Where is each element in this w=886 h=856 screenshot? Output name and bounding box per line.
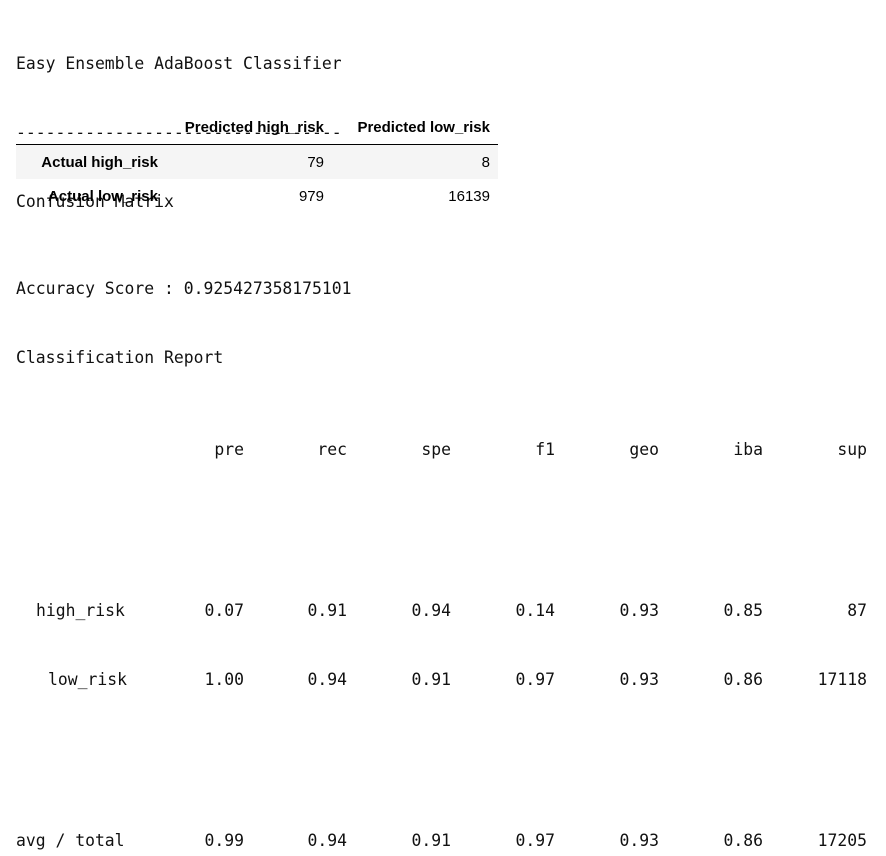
table-cell: 979 (298, 187, 324, 205)
accuracy-score-line: Accuracy Score : 0.925427358175101 (16, 279, 352, 298)
report-col-header: sup (837, 440, 867, 459)
confusion-matrix-heading: Confusion Matrix (16, 192, 174, 211)
report-cell: 0.93 (619, 670, 659, 689)
index-header (16, 110, 166, 145)
report-row-high-risk: high_risk 0.07 0.91 0.94 0.14 0.93 0.85 … (16, 599, 876, 622)
report-cell: 0.97 (515, 670, 555, 689)
report-cell: 0.91 (307, 601, 347, 620)
report-cell: 0.91 (411, 670, 451, 689)
report-cell: 0.86 (723, 670, 763, 689)
table-row: Actual low_risk 979 16139 (16, 179, 498, 213)
confusion-matrix-table-wrap: Predicted high_risk Predicted low_risk A… (16, 110, 498, 213)
report-cell: 0.94 (307, 670, 347, 689)
report-cell: 0.91 (411, 831, 451, 850)
report-col-header: geo (629, 440, 659, 459)
report-cell: 0.99 (204, 831, 244, 850)
report-blank-line (16, 507, 876, 530)
table-header-row: Predicted high_risk Predicted low_risk (16, 110, 498, 145)
table-cell: 16139 (448, 187, 490, 205)
table-cell: 79 (307, 153, 324, 171)
report-cell: 0.93 (619, 601, 659, 620)
report-cell: 0.86 (723, 831, 763, 850)
column-header-predicted-low-risk: Predicted low_risk (332, 110, 498, 145)
report-col-header: iba (733, 440, 763, 459)
report-cell: 0.97 (515, 831, 555, 850)
table-cell: 8 (481, 153, 490, 171)
report-row-avg-total: avg / total 0.99 0.94 0.91 0.97 0.93 0.8… (16, 829, 876, 852)
report-row-label: low_risk (48, 670, 127, 689)
classification-output: Accuracy Score : 0.925427358175101 Class… (16, 231, 876, 856)
column-header-predicted-high-risk: Predicted high_risk (166, 110, 332, 145)
report-row-label: avg / total (16, 831, 125, 850)
report-cell: 0.85 (723, 601, 763, 620)
report-cell: 1.00 (204, 670, 244, 689)
table-row: Actual high_risk 79 8 (16, 144, 498, 179)
report-col-header: rec (317, 440, 347, 459)
report-col-header: spe (421, 440, 451, 459)
confusion-matrix-table: Predicted high_risk Predicted low_risk A… (16, 110, 498, 213)
report-header-row: pre rec spe f1 geo iba sup (16, 438, 876, 461)
report-row-label: high_risk (36, 601, 125, 620)
row-label-actual-low-risk: Actual low_risk (47, 187, 158, 205)
classifier-title: Easy Ensemble AdaBoost Classifier (16, 54, 342, 73)
report-cell: 0.94 (411, 601, 451, 620)
report-cell: 0.94 (307, 831, 347, 850)
classification-report-heading: Classification Report (16, 348, 224, 367)
report-cell: 0.93 (619, 831, 659, 850)
report-blank-line (16, 737, 876, 760)
report-cell: 17205 (817, 831, 867, 850)
report-col-header: f1 (535, 440, 555, 459)
report-cell: 0.14 (515, 601, 555, 620)
report-cell: 0.07 (204, 601, 244, 620)
report-cell: 87 (847, 601, 867, 620)
report-cell: 17118 (817, 670, 867, 689)
row-label-actual-high-risk: Actual high_risk (41, 153, 158, 171)
report-col-header: pre (214, 440, 244, 459)
report-row-low-risk: low_risk 1.00 0.94 0.91 0.97 0.93 0.86 1… (16, 668, 876, 691)
